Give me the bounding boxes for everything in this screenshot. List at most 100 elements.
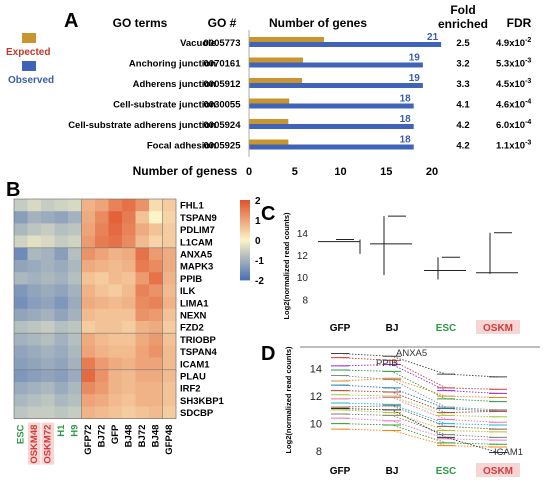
heatmap-cell: [149, 211, 163, 224]
bar-x-tick-label: 0: [246, 166, 252, 178]
heatmap-cell: [149, 284, 163, 297]
panel-c-y-tick: 8: [302, 295, 308, 306]
series-line: [339, 423, 499, 445]
fdr-value: 1.1x10-3: [496, 140, 531, 152]
series-line: [339, 357, 499, 390]
heatmap-cell: [68, 308, 82, 322]
heatmap-cell: [81, 235, 96, 249]
heatmap-cell: [14, 296, 28, 310]
fold-enriched-value: 4.2: [456, 120, 469, 131]
color-scale-tick: 1: [255, 216, 261, 227]
fdr-base: 4.5x10: [496, 79, 525, 90]
series-line: [339, 369, 499, 403]
series-line: [339, 413, 499, 438]
heatmap-cell: [68, 211, 82, 224]
color-scale-step: [240, 236, 250, 239]
heatmap-cell: [41, 333, 55, 346]
fdr-base: 1.1x10: [496, 141, 525, 152]
legend-observed-label: Observed: [8, 75, 54, 86]
bar-x-tick-label: 20: [426, 166, 438, 178]
heatmap-cell: [108, 284, 123, 297]
fold-enriched-value: 4.2: [456, 141, 469, 152]
heatmap-cell: [27, 211, 42, 224]
series-line: [339, 384, 499, 412]
heatmap-cell: [162, 199, 177, 212]
heatmap-cell: [122, 223, 136, 236]
heatmap-cell: [41, 406, 55, 419]
heatmap-cell: [122, 284, 136, 297]
heatmap-cell: [95, 296, 109, 310]
color-scale-tick: -2: [255, 276, 264, 287]
heatmap-cell: [41, 223, 55, 236]
series-line: [339, 364, 499, 394]
heatmap-cell: [149, 308, 163, 322]
heatmap-cell: [135, 369, 150, 383]
sample-label: OSKM48: [29, 425, 40, 464]
gene-label: PDLIM7: [180, 225, 215, 236]
heatmap-cell: [162, 223, 177, 236]
heatmap-cell: [41, 345, 55, 358]
heatmap-cell: [149, 369, 163, 383]
heatmap-cell: [135, 260, 150, 273]
heatmap-cell: [108, 406, 123, 419]
gene-label: FZD2: [180, 323, 204, 334]
heatmap-cell: [27, 345, 42, 358]
heatmap-cell: [162, 369, 177, 383]
gene-label: PPIB: [180, 274, 202, 285]
go-number: 0005925: [204, 141, 242, 152]
heatmap-cell: [135, 321, 150, 334]
heatmap-cell: [122, 211, 136, 224]
sample-label: BJ72: [137, 425, 148, 448]
heatmap-cell: [122, 308, 136, 322]
heatmap-cell: [149, 321, 163, 334]
go-term-label: Adherens junction: [133, 79, 217, 90]
heatmap-cell: [81, 406, 96, 419]
heatmap-cell: [135, 235, 150, 249]
color-scale-step: [240, 268, 250, 271]
gene-label: TSPAN9: [180, 213, 217, 224]
series-annotation: ANXA5: [396, 348, 427, 359]
fdr-value: 4.9x10-2: [496, 37, 531, 49]
heatmap-cell: [122, 260, 136, 273]
heatmap-cell: [27, 284, 42, 297]
color-scale-step: [240, 254, 250, 257]
heatmap-cell: [122, 333, 136, 346]
color-scale-tick: 2: [255, 196, 261, 207]
color-scale-step: [240, 256, 250, 259]
bar-expected: [249, 98, 290, 104]
go-number: 0005912: [204, 79, 241, 90]
go-term-label: Anchoring junction: [129, 59, 216, 70]
heatmap-cell: [122, 247, 136, 261]
heatmap-cell: [27, 394, 42, 407]
bar-observed: [249, 83, 423, 88]
heatmap-color-scale: 2 1 0 -1 -2: [240, 196, 264, 287]
heatmap-cell: [54, 333, 69, 346]
color-scale-step: [240, 276, 250, 279]
heatmap-cell: [122, 406, 136, 419]
gene-label: IRF2: [180, 384, 201, 395]
heatmap-cell: [162, 394, 177, 407]
heatmap-cell: [122, 394, 136, 407]
heatmap-cell: [27, 199, 42, 212]
heatmap-cell: [27, 247, 42, 261]
heatmap-cell: [149, 394, 163, 407]
color-scale-step: [240, 278, 250, 281]
bar-count-label: 18: [400, 135, 412, 146]
heatmap-cell: [135, 333, 150, 346]
fdr-exponent: -3: [525, 78, 531, 85]
color-scale-step: [240, 258, 250, 261]
heatmap-cell: [162, 235, 177, 249]
heatmap-cell: [68, 223, 82, 236]
panel-a: A GO terms GO # Number of genes Fold enr…: [6, 3, 532, 178]
heatmap-cell: [68, 321, 82, 334]
heatmap-cell: [135, 382, 150, 395]
color-scale-step: [240, 212, 250, 215]
color-scale-tick: -1: [255, 256, 264, 267]
panel-a-label: A: [64, 10, 78, 32]
color-scale-step: [240, 270, 250, 273]
color-scale-step: [240, 238, 250, 241]
category-label: ESC: [436, 466, 457, 477]
heatmap-cell: [14, 369, 28, 383]
